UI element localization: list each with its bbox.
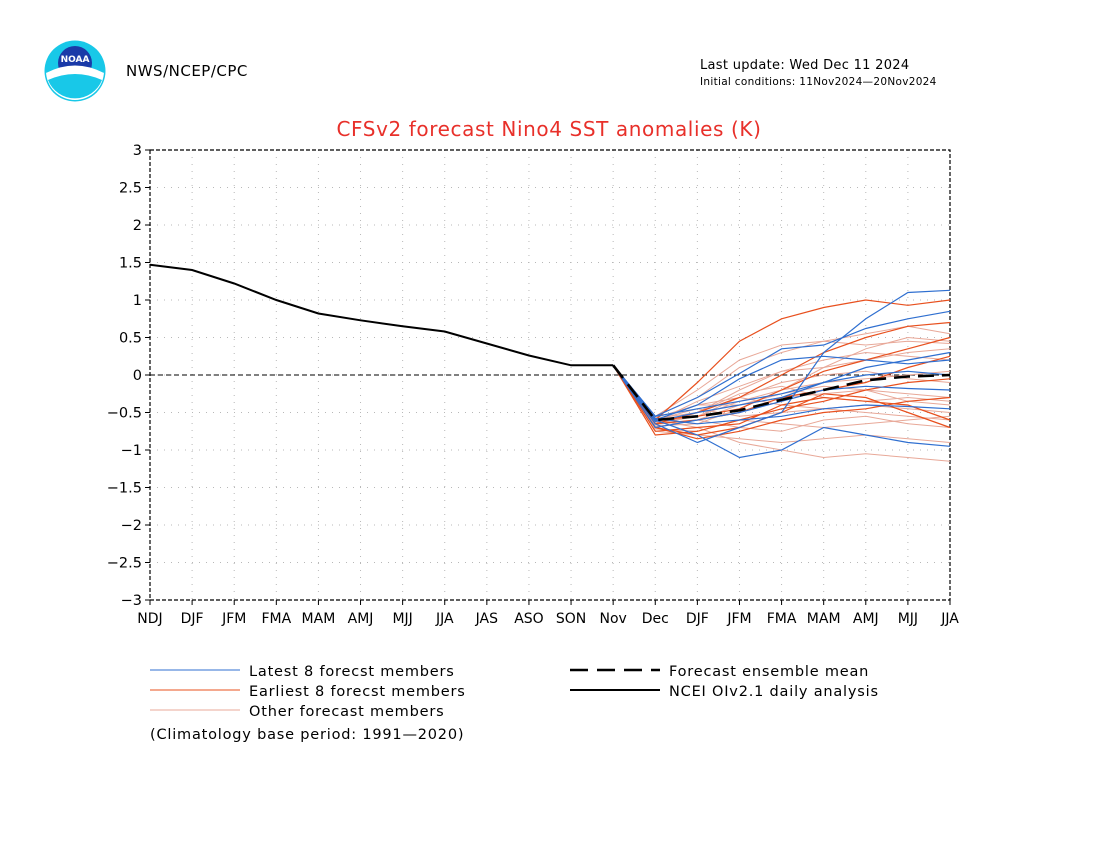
x-tick-label: JJA: [435, 611, 454, 627]
x-tick-label: MAM: [302, 611, 336, 627]
analysis-line: [150, 265, 613, 366]
tick-labels: 3 2.5 2 1.5 1 0.5 0 −0.5 −1 −1.5 −2 −2.5 −3 NDJ DJF JFM…: [107, 143, 959, 627]
x-tick-label: Dec: [642, 611, 669, 627]
climatology-footnote: (Climatology base period: 1991—2020): [150, 727, 464, 743]
x-tick-label: FMA: [261, 611, 291, 627]
x-tick-label: SON: [556, 611, 586, 627]
axes: [145, 150, 950, 605]
legend-earliest-label: Earliest 8 forecst members: [249, 684, 466, 700]
analysis-series: [150, 265, 613, 366]
y-tick-label: −2: [121, 518, 142, 534]
x-tick-label: MJJ: [392, 611, 412, 627]
x-tick-label: Nov: [599, 611, 626, 627]
y-tick-label: 0.5: [119, 331, 142, 347]
chart-title: CFSv2 forecast Nino4 SST anomalies (K): [336, 117, 761, 141]
y-tick-label: −2.5: [107, 556, 142, 572]
x-tick-label: AMJ: [348, 611, 374, 627]
x-tick-label: JFM: [726, 611, 751, 627]
x-tick-label: ASO: [514, 611, 543, 627]
x-tick-label: NDJ: [137, 611, 162, 627]
x-tick-label: AMJ: [853, 611, 879, 627]
y-tick-label: 0: [133, 368, 142, 384]
y-tick-label: 1.5: [119, 256, 142, 272]
x-tick-label: MJJ: [898, 611, 918, 627]
y-tick-label: −3: [121, 593, 142, 609]
y-tick-label: −0.5: [107, 406, 142, 422]
y-tick-label: −1.5: [107, 481, 142, 497]
legend-analysis-label: NCEI OIv2.1 daily analysis: [669, 684, 879, 700]
x-tick-label: MAM: [807, 611, 841, 627]
legend: Latest 8 forecst members Earliest 8 fore…: [150, 664, 879, 720]
x-tick-label: JAS: [475, 611, 498, 627]
y-tick-label: 3: [133, 143, 142, 159]
x-tick-label: FMA: [767, 611, 797, 627]
x-tick-label: DJF: [181, 611, 204, 627]
x-tick-label: DJF: [686, 611, 709, 627]
nino4-forecast-chart: CFSv2 forecast Nino4 SST anomalies (K) 3…: [0, 0, 1100, 850]
legend-latest-label: Latest 8 forecst members: [249, 664, 455, 680]
y-tick-label: 2: [133, 218, 142, 234]
legend-mean-label: Forecast ensemble mean: [669, 664, 869, 680]
y-tick-label: 1: [133, 293, 142, 309]
x-tick-label: JFM: [221, 611, 246, 627]
y-tick-label: 2.5: [119, 181, 142, 197]
y-tick-label: −1: [121, 443, 142, 459]
x-tick-label: JJA: [940, 611, 959, 627]
legend-other-label: Other forecast members: [249, 704, 444, 720]
